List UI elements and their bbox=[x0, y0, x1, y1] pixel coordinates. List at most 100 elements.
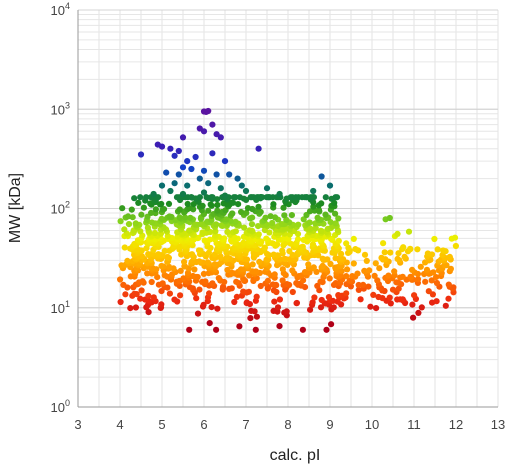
data-point bbox=[433, 279, 440, 287]
data-point bbox=[138, 211, 145, 218]
data-point bbox=[372, 260, 379, 267]
data-point bbox=[335, 237, 342, 244]
data-point bbox=[137, 194, 144, 201]
data-point bbox=[407, 245, 414, 252]
data-point bbox=[196, 125, 203, 132]
data-point bbox=[269, 281, 277, 288]
data-point bbox=[175, 147, 182, 155]
data-point bbox=[299, 243, 306, 250]
data-point bbox=[228, 285, 235, 292]
data-point bbox=[276, 323, 283, 330]
data-point bbox=[163, 169, 170, 176]
data-point bbox=[415, 309, 422, 316]
data-point bbox=[289, 288, 296, 296]
data-point bbox=[248, 221, 256, 228]
data-point bbox=[206, 320, 213, 327]
data-point bbox=[214, 305, 221, 312]
data-point bbox=[132, 304, 139, 311]
data-point bbox=[270, 201, 277, 208]
data-point bbox=[148, 278, 155, 286]
data-point bbox=[205, 249, 212, 256]
data-point bbox=[243, 299, 250, 306]
data-point bbox=[245, 288, 252, 295]
data-point bbox=[121, 244, 128, 251]
x-tick-label: 11 bbox=[407, 417, 421, 432]
data-point bbox=[187, 214, 194, 221]
data-point bbox=[355, 281, 362, 289]
data-point bbox=[253, 313, 260, 320]
data-point bbox=[236, 194, 243, 201]
data-point bbox=[265, 194, 272, 201]
data-point bbox=[315, 206, 322, 213]
data-point bbox=[154, 141, 161, 148]
data-point bbox=[191, 266, 198, 273]
data-point bbox=[270, 307, 277, 314]
data-point bbox=[395, 250, 402, 257]
data-point bbox=[200, 270, 207, 277]
data-point bbox=[433, 274, 440, 281]
data-point bbox=[150, 190, 157, 198]
data-point bbox=[171, 296, 178, 303]
data-point bbox=[221, 235, 228, 242]
data-point bbox=[264, 277, 271, 284]
data-point bbox=[149, 265, 156, 272]
data-point bbox=[221, 192, 229, 199]
data-point bbox=[137, 295, 144, 302]
data-point bbox=[411, 292, 418, 299]
data-point bbox=[238, 208, 245, 216]
data-point bbox=[281, 255, 288, 262]
data-point bbox=[422, 278, 429, 285]
data-point bbox=[194, 310, 202, 317]
data-point bbox=[155, 251, 162, 258]
data-point bbox=[241, 224, 248, 231]
data-point bbox=[307, 306, 314, 313]
x-tick-label: 3 bbox=[74, 417, 81, 432]
data-point bbox=[167, 187, 174, 195]
data-point bbox=[224, 228, 231, 235]
data-point bbox=[305, 261, 312, 268]
data-point bbox=[374, 277, 381, 284]
data-point bbox=[140, 204, 147, 211]
data-point bbox=[335, 215, 342, 222]
data-point bbox=[276, 190, 283, 198]
data-points bbox=[117, 107, 459, 333]
data-point bbox=[165, 263, 173, 270]
data-point bbox=[309, 241, 317, 248]
data-point bbox=[257, 208, 264, 216]
data-point bbox=[357, 296, 364, 303]
data-point bbox=[293, 280, 300, 287]
data-point bbox=[361, 251, 369, 258]
data-point bbox=[425, 288, 432, 295]
data-point bbox=[121, 226, 128, 233]
data-point bbox=[349, 273, 356, 280]
data-point bbox=[409, 266, 416, 273]
data-point bbox=[202, 278, 209, 285]
data-point bbox=[213, 131, 220, 138]
data-point bbox=[148, 219, 155, 226]
data-point bbox=[317, 304, 325, 311]
data-point bbox=[193, 295, 200, 302]
data-point bbox=[213, 171, 220, 178]
data-point bbox=[279, 277, 286, 284]
data-point bbox=[287, 240, 294, 247]
data-point bbox=[394, 230, 401, 237]
data-point bbox=[350, 260, 357, 267]
x-tick-label: 5 bbox=[158, 417, 165, 432]
data-point bbox=[253, 293, 260, 300]
data-point bbox=[236, 323, 243, 330]
data-point bbox=[131, 290, 138, 297]
data-point bbox=[328, 321, 335, 328]
data-point bbox=[181, 214, 189, 221]
data-point bbox=[205, 180, 212, 187]
data-point bbox=[399, 273, 406, 280]
data-point bbox=[160, 206, 168, 213]
data-point bbox=[281, 225, 288, 232]
data-point bbox=[269, 219, 276, 227]
data-point bbox=[181, 258, 188, 265]
data-point bbox=[366, 267, 373, 274]
data-point bbox=[257, 282, 264, 290]
data-point bbox=[312, 224, 319, 232]
data-point bbox=[213, 221, 220, 228]
data-point bbox=[144, 224, 151, 231]
data-point bbox=[179, 164, 187, 171]
